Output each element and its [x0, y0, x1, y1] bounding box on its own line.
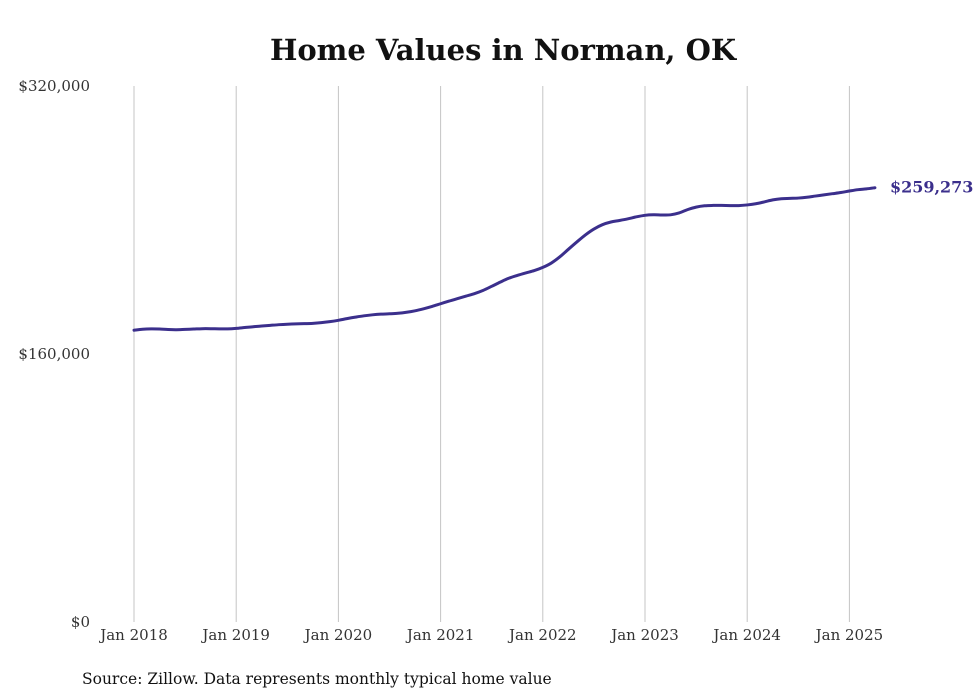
x-tick-label: Jan 2020: [303, 626, 373, 644]
series-line-0: [132, 186, 877, 332]
x-tick-label: Jan 2021: [405, 626, 475, 644]
y-tick-label: $160,000: [18, 345, 90, 363]
x-tick-label: Jan 2019: [200, 626, 270, 644]
x-tick-label: Jan 2018: [98, 626, 168, 644]
gridlines: [133, 86, 850, 622]
y-axis-tick-labels: $0 $160,000 $320,000: [18, 77, 90, 631]
y-tick-label: $0: [71, 613, 90, 631]
x-tick-label: Jan 2025: [814, 626, 884, 644]
y-tick-label: $320,000: [18, 77, 90, 95]
x-tick-label: Jan 2023: [609, 626, 679, 644]
end-value-label: $259,273: [890, 178, 974, 197]
x-tick-label: Jan 2022: [507, 626, 577, 644]
chart-title: Home Values in Norman, OK: [270, 33, 738, 67]
source-note: Source: Zillow. Data represents monthly …: [82, 670, 552, 688]
series-layer: $259,273: [132, 178, 974, 332]
x-tick-label: Jan 2024: [711, 626, 781, 644]
x-axis-tick-labels: Jan 2018 Jan 2019 Jan 2020 Jan 2021 Jan 2022…: [98, 626, 883, 644]
